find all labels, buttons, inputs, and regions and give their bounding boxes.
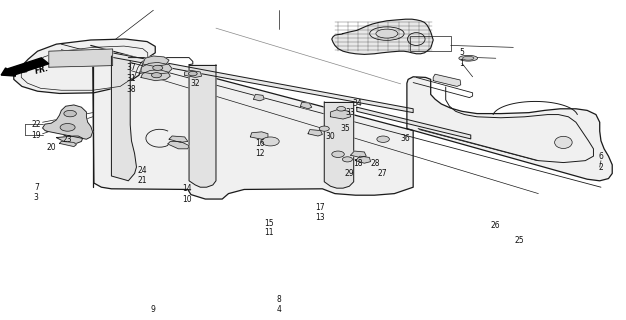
Text: 10: 10 bbox=[182, 195, 192, 204]
Text: 26: 26 bbox=[491, 221, 501, 230]
Text: 16: 16 bbox=[255, 139, 265, 148]
Text: 17: 17 bbox=[316, 203, 326, 212]
Polygon shape bbox=[250, 132, 268, 139]
Text: 27: 27 bbox=[377, 169, 387, 178]
Ellipse shape bbox=[463, 56, 474, 60]
Text: 4: 4 bbox=[276, 305, 281, 314]
Polygon shape bbox=[433, 74, 461, 86]
Text: 8: 8 bbox=[276, 295, 281, 304]
Polygon shape bbox=[141, 62, 172, 74]
Polygon shape bbox=[332, 19, 433, 54]
Text: 1: 1 bbox=[459, 59, 464, 68]
Polygon shape bbox=[331, 109, 351, 119]
Polygon shape bbox=[56, 136, 83, 143]
Text: 23: 23 bbox=[63, 135, 73, 144]
Polygon shape bbox=[300, 102, 312, 109]
Text: 31: 31 bbox=[126, 74, 136, 83]
Ellipse shape bbox=[459, 55, 478, 61]
Polygon shape bbox=[324, 102, 354, 188]
Text: 2: 2 bbox=[598, 163, 603, 172]
Polygon shape bbox=[254, 94, 264, 101]
Polygon shape bbox=[141, 70, 170, 81]
Text: 13: 13 bbox=[316, 213, 326, 222]
Text: 37: 37 bbox=[126, 63, 136, 72]
Text: 30: 30 bbox=[326, 132, 336, 141]
Text: 3: 3 bbox=[34, 193, 39, 202]
Text: 6: 6 bbox=[598, 152, 603, 161]
Text: 20: 20 bbox=[46, 143, 56, 152]
Text: 36: 36 bbox=[401, 134, 411, 143]
Text: 22: 22 bbox=[31, 120, 41, 129]
Polygon shape bbox=[169, 136, 188, 142]
Circle shape bbox=[64, 110, 76, 117]
Polygon shape bbox=[185, 70, 202, 77]
Ellipse shape bbox=[376, 29, 398, 38]
Polygon shape bbox=[111, 56, 136, 181]
Polygon shape bbox=[351, 151, 366, 157]
Text: 18: 18 bbox=[353, 159, 363, 168]
Polygon shape bbox=[357, 107, 471, 139]
Polygon shape bbox=[103, 51, 413, 113]
Ellipse shape bbox=[555, 136, 572, 148]
Text: 24: 24 bbox=[138, 166, 148, 175]
Circle shape bbox=[332, 151, 344, 157]
Polygon shape bbox=[59, 141, 76, 147]
Text: 7: 7 bbox=[34, 183, 39, 192]
Circle shape bbox=[60, 124, 75, 131]
Polygon shape bbox=[168, 141, 189, 149]
Text: 29: 29 bbox=[344, 169, 354, 178]
Polygon shape bbox=[407, 77, 612, 181]
Circle shape bbox=[337, 107, 346, 111]
Circle shape bbox=[342, 157, 352, 162]
Text: 28: 28 bbox=[371, 159, 381, 168]
Text: 25: 25 bbox=[515, 236, 525, 245]
Text: 38: 38 bbox=[126, 85, 136, 94]
Circle shape bbox=[151, 73, 162, 78]
Text: 5: 5 bbox=[459, 48, 464, 57]
Text: 21: 21 bbox=[138, 176, 148, 185]
Polygon shape bbox=[189, 65, 216, 187]
Circle shape bbox=[377, 136, 389, 142]
FancyArrow shape bbox=[1, 58, 49, 76]
Text: 15: 15 bbox=[264, 219, 274, 228]
Circle shape bbox=[188, 71, 197, 76]
Circle shape bbox=[153, 65, 163, 70]
Text: 34: 34 bbox=[352, 99, 362, 108]
Text: 19: 19 bbox=[31, 131, 41, 140]
Polygon shape bbox=[308, 130, 322, 136]
Text: 33: 33 bbox=[346, 108, 356, 117]
Circle shape bbox=[262, 137, 279, 146]
Circle shape bbox=[319, 126, 329, 131]
Polygon shape bbox=[14, 39, 155, 93]
Polygon shape bbox=[43, 105, 93, 139]
Polygon shape bbox=[356, 156, 371, 163]
Polygon shape bbox=[91, 45, 413, 199]
Text: 35: 35 bbox=[341, 124, 351, 133]
Text: 32: 32 bbox=[190, 79, 200, 88]
Text: FR.: FR. bbox=[34, 63, 51, 76]
Polygon shape bbox=[143, 56, 169, 67]
Text: 11: 11 bbox=[264, 228, 274, 237]
Text: 12: 12 bbox=[255, 149, 265, 158]
Text: 9: 9 bbox=[151, 305, 156, 314]
Text: 14: 14 bbox=[182, 184, 192, 193]
Polygon shape bbox=[49, 49, 113, 67]
